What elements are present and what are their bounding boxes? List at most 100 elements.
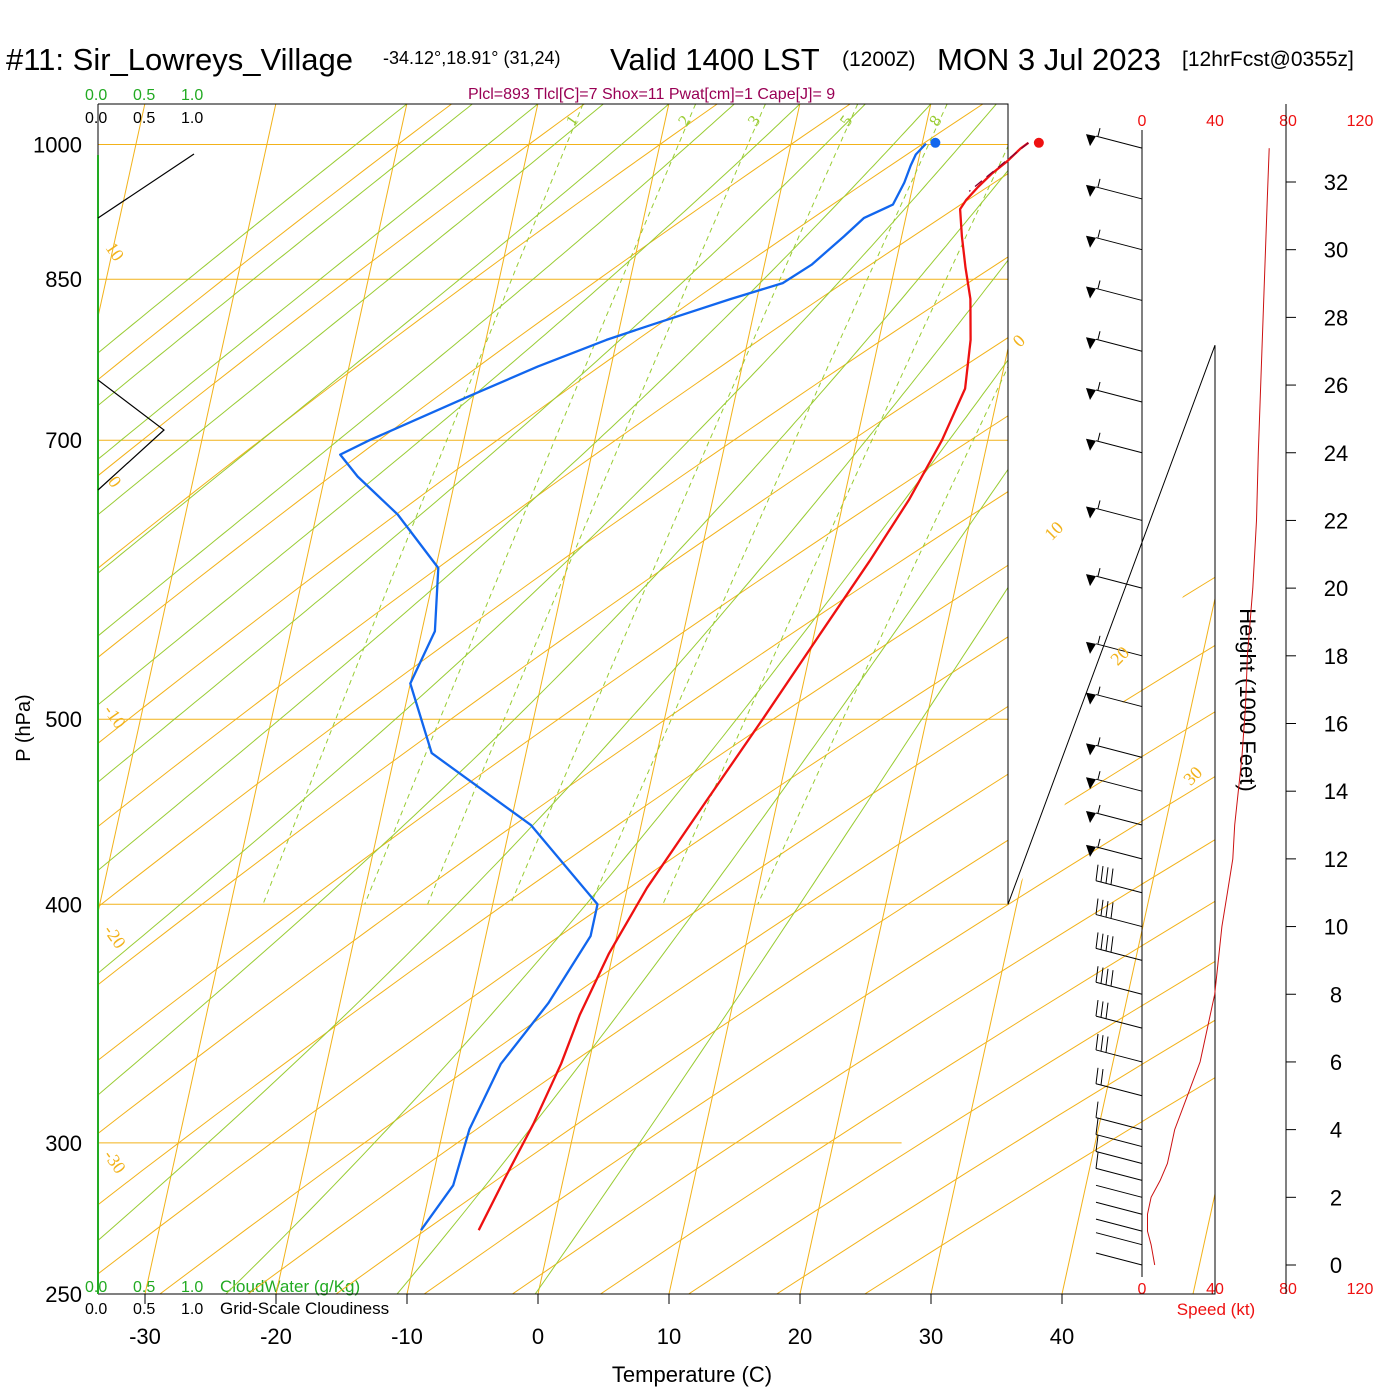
dry-adiabat [335, 104, 1215, 1294]
wind-barb-feather [1105, 1036, 1109, 1053]
pressure-tick-label: 850 [45, 267, 82, 292]
wind-barb [1086, 500, 1143, 521]
height-tick-label: 22 [1324, 508, 1348, 533]
isotherm-label: 10 [1040, 517, 1067, 544]
wind-barb-staff [1095, 1232, 1143, 1246]
wind-barb-feather [1095, 864, 1099, 881]
wind-barb-feather [1097, 635, 1101, 644]
height-tick-label: 10 [1324, 915, 1348, 940]
wind-barb-staff [1095, 744, 1143, 758]
x-tick-label: 40 [1050, 1324, 1074, 1349]
wind-barb [1095, 1101, 1143, 1131]
wind-barb [1086, 280, 1143, 301]
wind-barb-pennant [1086, 235, 1096, 248]
wind-barb-staff [1095, 778, 1143, 792]
cloud-tick-top-green-0: 0.0 [85, 87, 107, 104]
wind-barb [1095, 1000, 1143, 1029]
wind-barb-feather [1100, 933, 1104, 950]
cloud-tick-top-green-2: 1.0 [181, 87, 203, 104]
wind-barb [1095, 1252, 1143, 1266]
wind-barb-pennant [1086, 844, 1096, 857]
wind-barb-staff [1095, 338, 1143, 352]
wind-barb [1095, 864, 1143, 894]
x-tick-label: -30 [129, 1324, 161, 1349]
height-tick-label: 0 [1330, 1253, 1342, 1278]
wind-barb [1086, 178, 1143, 200]
wind-barb-feather [1100, 899, 1104, 916]
wind-barb [1086, 229, 1143, 251]
wind-barb-pennant [1086, 811, 1096, 824]
cloud-tick-bottom-green-0: 0.0 [85, 1279, 107, 1296]
wind-barb-staff [1095, 575, 1143, 589]
wind-barb-pennant [1086, 184, 1096, 197]
wind-barb-staff [1095, 914, 1143, 928]
wind-barb [1095, 898, 1143, 928]
station-coords: -34.12°,18.91° (31,24) [383, 48, 561, 68]
wind-barb-staff [1095, 1201, 1143, 1215]
temperature-trace [477, 141, 1030, 1231]
wind-barb-staff [1095, 440, 1143, 454]
cloud-tick-bottom-black-0: 0.0 [85, 1301, 107, 1318]
height-tick-label: 6 [1330, 1050, 1342, 1075]
cloud-tick-top-green-1: 0.5 [133, 87, 155, 104]
wind-barb-feather [1110, 868, 1114, 885]
dry-adiabat [98, 104, 1215, 1294]
pressure-tick-label: 300 [45, 1131, 82, 1156]
dry-adiabat [98, 104, 1215, 1294]
wind-barb-feather [1105, 1002, 1109, 1019]
isotherm-line [98, 104, 146, 1294]
wind-barb-feather [1097, 500, 1101, 509]
moist-adiabat [396, 104, 1215, 1294]
wind-barb-staff [1095, 812, 1143, 826]
mixing-ratio-label: 12 [1003, 108, 1028, 133]
pressure-tick-label: 250 [45, 1282, 82, 1307]
isotherm-line [537, 104, 801, 1294]
wind-barb-staff [1095, 1167, 1143, 1181]
isotherm-label: 30 [1179, 762, 1206, 789]
height-tick-label: 26 [1324, 373, 1348, 398]
mixing-ratio-line [510, 104, 859, 905]
dry-adiabat [423, 104, 1215, 1294]
mixing-ratio-label: 20 [1109, 108, 1134, 133]
wind-barb-staff [1095, 135, 1143, 149]
wind-barb-staff [1095, 1049, 1143, 1063]
wind-barb-feather [1097, 178, 1101, 188]
wind-barb-staff [1095, 846, 1143, 860]
wind-barb [1086, 804, 1143, 826]
surface-temperature-dot [1033, 137, 1044, 148]
moist-adiabat [98, 104, 1063, 1294]
speed-tick-bottom-2: 80 [1279, 1281, 1297, 1298]
wind-barb-staff [1095, 694, 1143, 708]
wind-barb [1095, 932, 1143, 961]
dry-adiabat [98, 104, 1215, 1294]
isotherm-label: -10 [100, 701, 130, 732]
wind-barb-pennant [1086, 641, 1096, 654]
pressure-tick-label: 700 [45, 428, 82, 453]
wind-barb-feather [1100, 967, 1104, 984]
wind-barb-pennant [1086, 574, 1096, 587]
x-axis-label: Temperature (C) [612, 1362, 772, 1387]
wind-barb-feather [1097, 331, 1101, 340]
wind-barb-feather [1110, 970, 1114, 987]
wind-barb-feather [1097, 229, 1101, 238]
indices-line: Plcl=893 Tlcl[C]=7 Shox=11 Pwat[cm]=1 Ca… [468, 86, 835, 103]
dry-adiabat [600, 104, 1215, 1294]
wind-barb [1086, 838, 1143, 860]
wind-barb-feather [1095, 1067, 1099, 1084]
wind-barb [1086, 771, 1143, 792]
isotherm-line [406, 104, 670, 1294]
station-title: #11: Sir_Lowreys_Village [6, 42, 353, 77]
wind-barb-feather [1095, 1101, 1099, 1118]
wind-barb-feather [1095, 966, 1099, 983]
isotherm-line [98, 104, 277, 1294]
height-tick-label: 28 [1324, 305, 1348, 330]
grid-clipped: 1 2 3 5 8 12 20 [98, 104, 1215, 1294]
height-tick-label: 4 [1330, 1118, 1342, 1143]
wind-barb-feather [1095, 932, 1099, 949]
isotherm-label: 0 [1009, 331, 1030, 352]
dry-adiabat [98, 104, 1215, 1294]
cloudwater-label: CloudWater (g/Kg) [220, 1277, 360, 1296]
wind-barb-feather [1097, 432, 1101, 441]
mixing-ratio-line [662, 104, 1029, 905]
forecast-label: [12hrFcst@0355z] [1182, 48, 1354, 71]
